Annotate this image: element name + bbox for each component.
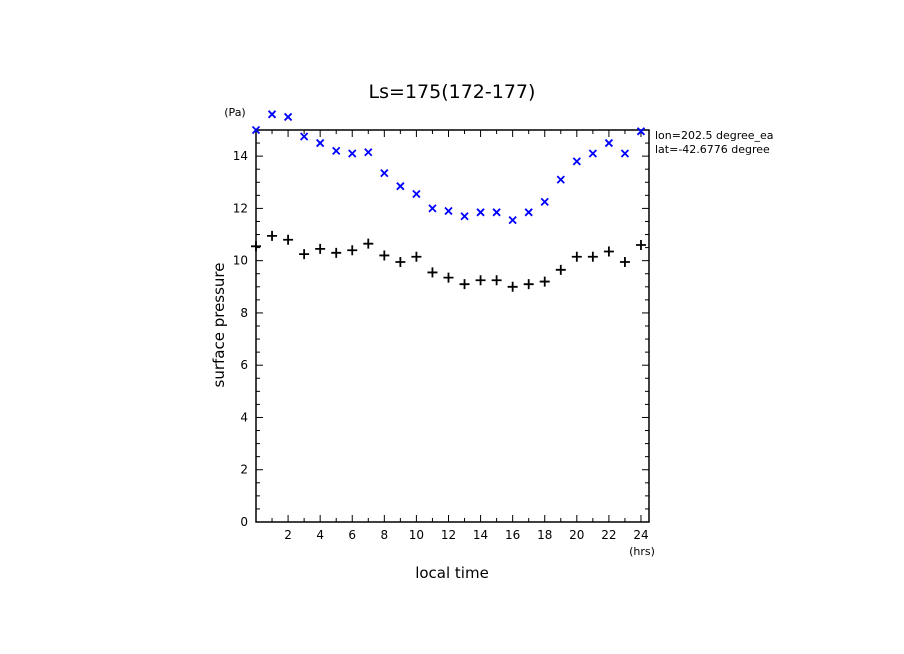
y-tick-label: 2 <box>240 463 248 477</box>
chart-title: Ls=175(172-177) <box>369 81 536 103</box>
data-point-plus <box>347 245 358 256</box>
annotation-lon: lon=202.5 degree_ea <box>655 129 774 142</box>
x-tick-label: 20 <box>569 528 584 542</box>
data-point-x <box>380 168 389 178</box>
x-axis-label: local time <box>415 564 489 582</box>
data-point-x <box>267 110 277 119</box>
y-axis-label: surface pressure <box>210 263 228 388</box>
data-point-plus <box>267 230 278 241</box>
data-point-x <box>299 132 309 141</box>
data-point-plus <box>283 234 294 245</box>
data-point-plus <box>539 276 550 287</box>
data-point-plus <box>475 275 486 286</box>
data-point-plus <box>315 243 326 254</box>
x-tick-label: 6 <box>348 528 356 542</box>
data-point-plus <box>491 275 502 286</box>
data-point-x <box>492 208 501 217</box>
data-point-plus <box>443 272 454 283</box>
data-point-plus <box>459 279 470 290</box>
x-tick-label: 14 <box>473 528 488 542</box>
data-point-plus <box>507 281 518 292</box>
data-point-plus <box>619 256 630 267</box>
data-point-plus <box>523 279 534 290</box>
data-point-plus <box>635 239 646 250</box>
data-point-plus <box>299 249 310 260</box>
data-point-plus <box>363 238 374 249</box>
data-point-x <box>540 197 549 207</box>
data-point-x <box>524 208 533 217</box>
y-tick-label: 12 <box>233 201 248 215</box>
data-point-x <box>460 212 469 221</box>
data-point-plus <box>331 247 342 258</box>
data-point-plus <box>603 246 614 257</box>
y-tick-label: 10 <box>233 254 248 268</box>
x-tick-label: 8 <box>381 528 389 542</box>
x-tick-label: 24 <box>633 528 648 542</box>
data-point-plus <box>427 267 438 278</box>
data-point-x <box>556 175 565 184</box>
data-point-plus <box>395 256 406 267</box>
y-tick-label: 6 <box>240 358 248 372</box>
data-point-plus <box>555 264 566 275</box>
x-tick-label: 2 <box>284 528 292 542</box>
data-point-plus <box>571 251 582 262</box>
data-point-x <box>428 204 437 213</box>
data-point-x <box>412 189 421 199</box>
data-point-x <box>364 148 373 157</box>
data-point-x <box>604 138 614 148</box>
x-tick-label: 4 <box>316 528 324 542</box>
y-tick-label: 14 <box>233 149 248 163</box>
data-point-x <box>636 127 646 136</box>
data-point-x <box>348 149 357 158</box>
data-point-x <box>476 208 485 217</box>
x-tick-label: 22 <box>601 528 616 542</box>
data-point-plus <box>411 251 422 262</box>
data-point-x <box>283 112 293 122</box>
x-tick-label: 12 <box>441 528 456 542</box>
data-point-x <box>396 182 405 191</box>
y-tick-label: 4 <box>240 410 248 424</box>
data-point-plus <box>251 241 261 252</box>
data-point-x <box>316 138 325 148</box>
data-point-x <box>444 206 453 216</box>
x-tick-label: 16 <box>505 528 520 542</box>
x-tick-label: 18 <box>537 528 552 542</box>
data-point-plus <box>587 251 598 262</box>
y-tick-label: 8 <box>240 306 248 320</box>
data-point-plus <box>379 250 390 261</box>
y-unit-label: (Pa) <box>224 106 245 119</box>
y-tick-label: 0 <box>240 515 248 529</box>
data-point-x <box>508 216 517 225</box>
data-point-x <box>620 149 630 158</box>
annotation-lat: lat=-42.6776 degree <box>655 143 770 156</box>
data-point-x <box>251 125 261 135</box>
plot-frame <box>255 129 650 523</box>
x-tick-label: 10 <box>409 528 424 542</box>
data-point-x <box>588 149 597 158</box>
x-unit-label: (hrs) <box>629 545 655 558</box>
data-point-x <box>332 146 341 156</box>
data-point-x <box>572 157 581 166</box>
